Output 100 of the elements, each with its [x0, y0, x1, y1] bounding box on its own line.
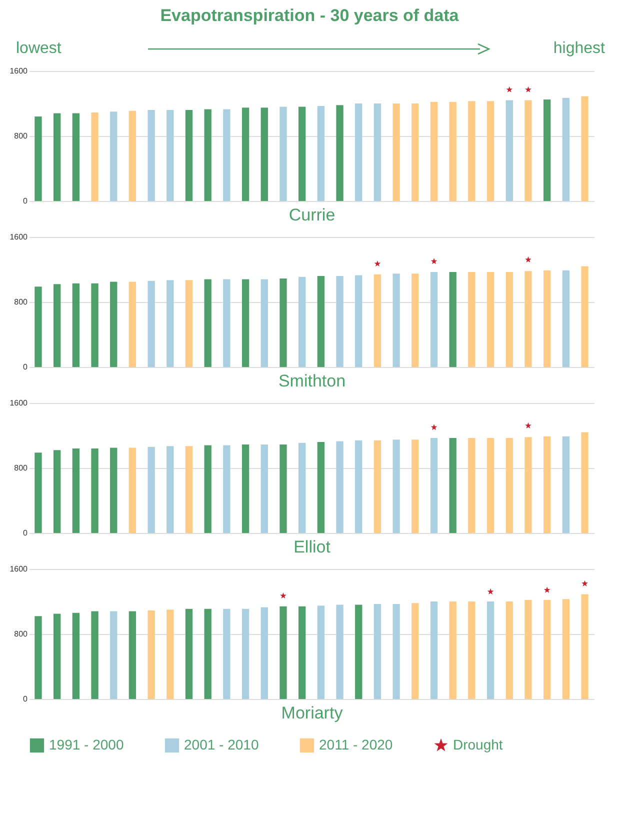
bar [355, 275, 362, 367]
bar [449, 602, 456, 699]
bar [430, 102, 438, 201]
bar [562, 270, 570, 367]
bar [223, 109, 230, 201]
bar [223, 279, 230, 367]
bar [110, 112, 118, 201]
legend-label: 2001 - 2010 [184, 736, 259, 752]
bar [260, 279, 268, 367]
bar [506, 602, 513, 699]
y-tick-label: 0 [23, 694, 28, 704]
bar [317, 606, 325, 699]
bar [317, 106, 325, 201]
bar [562, 98, 570, 201]
bar [374, 604, 382, 699]
bar [486, 602, 494, 699]
bar [430, 602, 438, 699]
bar [468, 101, 476, 201]
bar [72, 283, 80, 367]
bar [91, 112, 98, 201]
y-tick-label: 800 [14, 298, 28, 306]
x-axis-title: Moriarty [281, 704, 344, 722]
bar [336, 105, 344, 201]
bar [412, 603, 419, 699]
bar [430, 272, 438, 367]
chart-title: Evapotranspiration - 30 years of data [159, 6, 460, 26]
bar [34, 116, 42, 201]
bar [148, 110, 155, 201]
bar [242, 279, 250, 367]
bar [524, 100, 532, 201]
bar [128, 611, 136, 699]
bar [524, 271, 532, 367]
y-tick-label: 800 [14, 630, 28, 638]
bar [374, 274, 382, 367]
bar [355, 604, 362, 699]
bar [298, 606, 306, 699]
bar [185, 280, 193, 367]
bar [562, 599, 570, 699]
bar [374, 104, 382, 201]
bar [336, 276, 344, 367]
bar [204, 109, 212, 201]
bar [412, 104, 419, 201]
bar [166, 280, 174, 367]
bar [449, 102, 456, 201]
y-tick-label: 0 [23, 362, 28, 372]
bar [260, 108, 268, 201]
bar [110, 282, 118, 367]
bar [166, 610, 174, 699]
bar [260, 607, 268, 699]
bar [506, 100, 513, 201]
bar [54, 284, 61, 367]
bar [392, 604, 400, 699]
x-axis-title: Elliot [294, 538, 331, 556]
bar [317, 276, 325, 367]
bar [581, 96, 588, 201]
bar [355, 104, 362, 201]
bar [543, 99, 551, 201]
bar [543, 270, 551, 367]
bar [468, 602, 476, 699]
bar [524, 600, 532, 699]
bar [72, 612, 80, 699]
bar [412, 274, 419, 367]
legend-label: 1991 - 2000 [49, 736, 124, 752]
point [280, 592, 286, 599]
y-tick-label: 800 [14, 132, 28, 140]
bar [110, 611, 118, 699]
legend-label: Drought [453, 736, 503, 752]
bar [128, 282, 136, 367]
bar [185, 110, 193, 201]
bar [280, 606, 287, 699]
legend-label: 2011 - 2020 [319, 736, 393, 752]
text: highest [553, 40, 605, 58]
bar [204, 279, 212, 367]
bar [54, 113, 61, 201]
y-tick-label: 1600 [10, 232, 28, 242]
bar [148, 610, 155, 699]
y-tick-label: 1600 [10, 66, 28, 76]
bar [148, 280, 155, 367]
bar [166, 110, 174, 201]
text: lowest [16, 40, 62, 58]
y-tick-label: 0 [23, 196, 28, 206]
bar [506, 272, 513, 367]
bar [128, 110, 136, 201]
x-axis-title: Currie [288, 206, 336, 224]
bar [392, 104, 400, 201]
y-tick-label: 0 [23, 528, 28, 538]
x-axis-title: Smithton [278, 372, 346, 390]
bar [34, 616, 42, 699]
bar [392, 274, 400, 367]
bar [72, 113, 80, 201]
bar [91, 611, 98, 699]
bar [449, 272, 456, 367]
bar [468, 272, 476, 367]
bar [581, 266, 588, 367]
bar [185, 608, 193, 699]
bar [242, 108, 250, 201]
point [544, 586, 550, 593]
bar [486, 272, 494, 367]
point [582, 580, 588, 586]
bar [298, 276, 306, 367]
